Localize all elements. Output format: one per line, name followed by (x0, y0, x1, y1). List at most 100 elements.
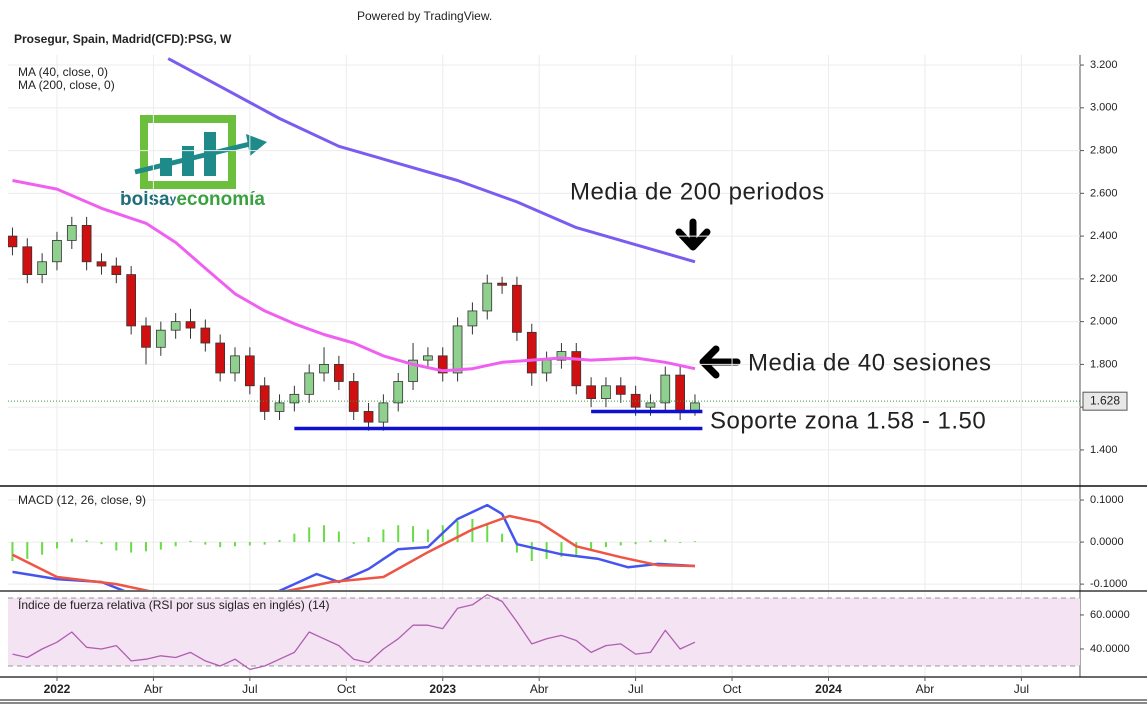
candle-body (155, 329, 166, 348)
y-tick-label: 0.1000 (1090, 494, 1124, 506)
x-tick-label: Jul (242, 682, 257, 696)
histogram-bar (664, 539, 667, 543)
candle-body (81, 225, 92, 263)
last-price-label: 1.628 (1090, 393, 1120, 407)
annotation: Media de 200 periodos (570, 178, 825, 205)
histogram-bar (575, 542, 578, 555)
candle-body (304, 372, 315, 395)
candle-body (437, 355, 448, 374)
candle-body (512, 284, 522, 333)
logo-word: y (170, 192, 177, 206)
histogram-bar (70, 538, 73, 543)
histogram-bar (382, 529, 385, 543)
y-tick-label: 3.000 (1090, 102, 1118, 114)
candle-body (423, 355, 433, 361)
y-tick-label: 2.600 (1090, 187, 1118, 199)
histogram-bar (278, 539, 281, 543)
histogram-bar (174, 542, 177, 547)
candle-body (96, 261, 107, 267)
candle-body (215, 342, 226, 374)
histogram-bar (604, 542, 607, 548)
x-tick-label: Oct (337, 682, 356, 696)
candle-body (111, 265, 122, 275)
x-tick-label: 2022 (44, 682, 71, 696)
panel (8, 487, 1080, 590)
histogram-bar (426, 529, 429, 543)
candle-body (66, 225, 77, 241)
y-tick-label: 1.400 (1090, 444, 1118, 456)
histogram-bar (486, 523, 489, 543)
histogram-bar (100, 542, 103, 545)
logo: bolsayeconomía (120, 115, 267, 210)
candle-body (556, 351, 567, 361)
x-tick-label: Abr (916, 682, 935, 696)
symbol-title: Prosegur, Spain, Madrid(CFD):PSG, W (14, 32, 232, 46)
y-tick-label: 1.800 (1090, 358, 1118, 370)
y-tick-label: 2.400 (1090, 230, 1118, 242)
histogram-bar (234, 542, 237, 547)
rsi-band (8, 597, 1080, 666)
y-tick-label: 3.200 (1090, 59, 1118, 71)
histogram-bar (515, 542, 518, 553)
candle-body (319, 364, 329, 374)
candle-body (126, 274, 137, 327)
candle-body (497, 282, 507, 286)
histogram-bar (293, 533, 296, 543)
histogram-bar (159, 542, 162, 550)
candle-body (22, 246, 33, 275)
ma-line (12, 179, 696, 373)
candle-body (8, 235, 18, 248)
legend-entry: MA (40, close, 0) (18, 65, 108, 79)
arrow-down (675, 218, 711, 251)
y-tick-label: 2.000 (1090, 316, 1118, 328)
candle-body (601, 385, 611, 400)
histogram-bar (26, 542, 29, 559)
candle-body (37, 261, 47, 275)
candle-body (526, 331, 537, 374)
candle-body (52, 239, 62, 263)
candle-body (571, 351, 582, 387)
rsi-line (12, 593, 696, 671)
candle-body (259, 385, 270, 412)
ma-line (167, 57, 696, 264)
candle-body (170, 321, 181, 331)
logo-text: bolsayeconomía (120, 189, 265, 210)
x-tick-label: Jul (1014, 682, 1029, 696)
histogram-bar (41, 542, 44, 555)
logo-frame (140, 115, 236, 189)
histogram-bar (634, 542, 637, 545)
x-tick-label: 2023 (429, 682, 456, 696)
candle-body (185, 321, 196, 329)
candle-body (615, 385, 626, 395)
annotation: Soporte zona 1.58 - 1.50 (710, 407, 986, 434)
histogram-bar (456, 521, 459, 543)
y-tick-label: 0.0000 (1090, 536, 1124, 548)
histogram-bar (619, 542, 622, 546)
histogram-bar (649, 540, 652, 543)
candle-body (274, 402, 285, 412)
candle-body (408, 359, 418, 382)
histogram-bar (501, 533, 504, 543)
candle-body (452, 325, 463, 374)
histogram-bar (693, 541, 696, 543)
histogram-bar (679, 542, 682, 543)
histogram-bar (590, 542, 593, 551)
x-tick-label: Abr (530, 682, 549, 696)
candle-body (467, 310, 478, 327)
candle-body (541, 359, 552, 374)
histogram-bar (55, 542, 58, 549)
histogram-bar (397, 525, 400, 543)
candle-body (675, 374, 685, 412)
panel (8, 55, 1080, 485)
histogram-bar (367, 537, 370, 543)
histogram-bar (11, 542, 14, 561)
last-price-box (1082, 391, 1128, 411)
candle-body (378, 402, 389, 423)
logo-arrow-head (246, 134, 267, 156)
y-tick-label: 40.0000 (1090, 643, 1130, 655)
candle-body (363, 411, 374, 423)
histogram-bar (308, 527, 311, 543)
candle-body (289, 393, 300, 404)
